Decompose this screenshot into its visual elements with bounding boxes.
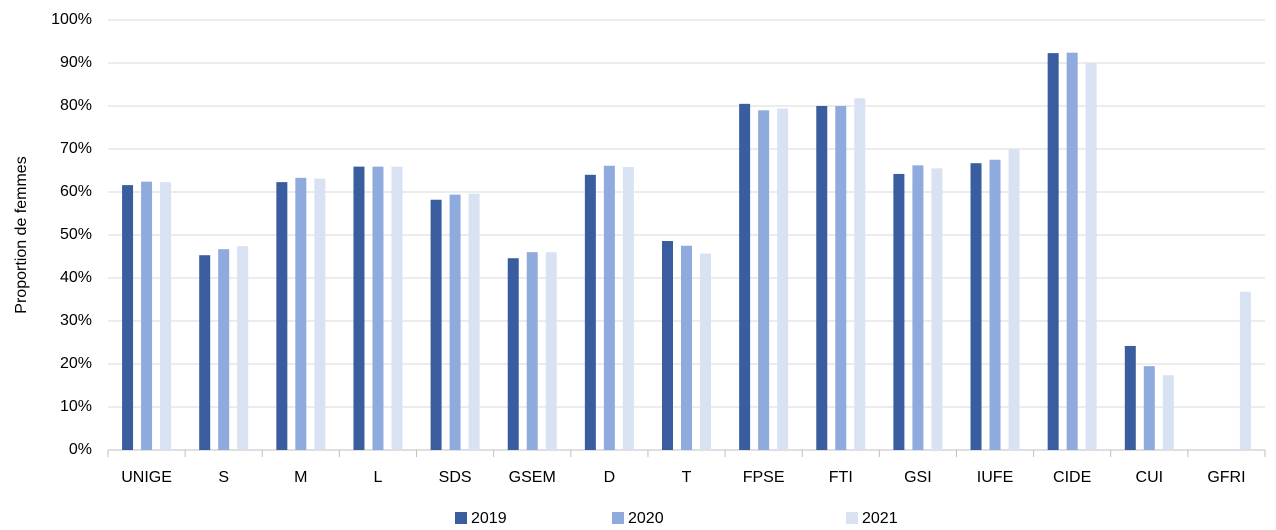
bar [989, 159, 1001, 450]
bar [1143, 366, 1155, 450]
bar [662, 241, 673, 450]
bar [1066, 52, 1078, 451]
bar [122, 185, 134, 450]
bar [622, 167, 634, 450]
x-tick-label: IUFE [977, 469, 1013, 486]
bar [353, 166, 365, 450]
legend-swatch [612, 512, 624, 524]
x-tick-label: CIDE [1053, 469, 1091, 486]
legend-label: 2019 [471, 510, 507, 527]
bar [1008, 149, 1020, 450]
y-tick-label: 0% [69, 441, 92, 458]
bar [218, 249, 230, 450]
bar [237, 246, 249, 450]
x-tick-label: GFRI [1207, 469, 1245, 486]
bar [854, 98, 866, 450]
bar [1162, 375, 1174, 450]
bar [160, 182, 172, 451]
x-tick-label: SDS [439, 469, 472, 486]
y-tick-label: 90% [60, 54, 92, 71]
bar [739, 103, 751, 450]
bar [1239, 291, 1251, 450]
bar [526, 252, 538, 450]
bar [816, 106, 828, 450]
y-axis-label: Proportion de femmes [13, 156, 30, 313]
bar [507, 258, 519, 450]
bar [141, 181, 153, 450]
bar [276, 182, 288, 451]
bar [468, 193, 480, 450]
bar [893, 173, 905, 450]
x-tick-label: GSEM [509, 469, 556, 486]
legend-label: 2021 [862, 510, 898, 527]
bar [758, 110, 770, 451]
x-tick-label: L [374, 469, 383, 486]
legend-swatch [846, 512, 858, 524]
bar [584, 174, 596, 451]
y-tick-label: 30% [60, 312, 92, 329]
x-tick-label: T [682, 469, 692, 486]
y-tick-label: 10% [60, 398, 92, 415]
legend-swatch [455, 512, 467, 524]
bar [1124, 345, 1136, 450]
bar [1047, 53, 1059, 451]
x-tick-label: GSI [904, 469, 932, 486]
x-tick-label: FPSE [743, 469, 785, 486]
bar [1085, 63, 1097, 450]
bar [295, 177, 307, 450]
bar [777, 108, 789, 450]
bar [545, 252, 557, 450]
bar [199, 255, 211, 450]
bar [912, 165, 924, 450]
bar [835, 106, 847, 450]
y-tick-label: 60% [60, 183, 92, 200]
y-tick-label: 70% [60, 140, 92, 157]
x-tick-label: S [218, 469, 229, 486]
y-tick-label: 80% [60, 97, 92, 114]
bar [449, 194, 461, 450]
bar [430, 199, 442, 450]
y-tick-label: 50% [60, 226, 92, 243]
x-tick-label: UNIGE [121, 469, 172, 486]
x-tick-label: CUI [1136, 469, 1164, 486]
legend-label: 2020 [628, 510, 664, 527]
y-tick-label: 40% [60, 269, 92, 286]
bar [700, 253, 711, 450]
x-tick-label: FTI [829, 469, 853, 486]
bar [372, 166, 384, 450]
y-tick-label: 100% [51, 11, 92, 28]
x-tick-label: D [604, 469, 616, 486]
bar [970, 163, 982, 450]
y-tick-label: 20% [60, 355, 92, 372]
x-tick-label: M [294, 469, 307, 486]
bar [314, 178, 326, 451]
bar [681, 245, 692, 450]
bar [603, 165, 615, 450]
bar [391, 166, 403, 450]
bar [931, 168, 943, 450]
